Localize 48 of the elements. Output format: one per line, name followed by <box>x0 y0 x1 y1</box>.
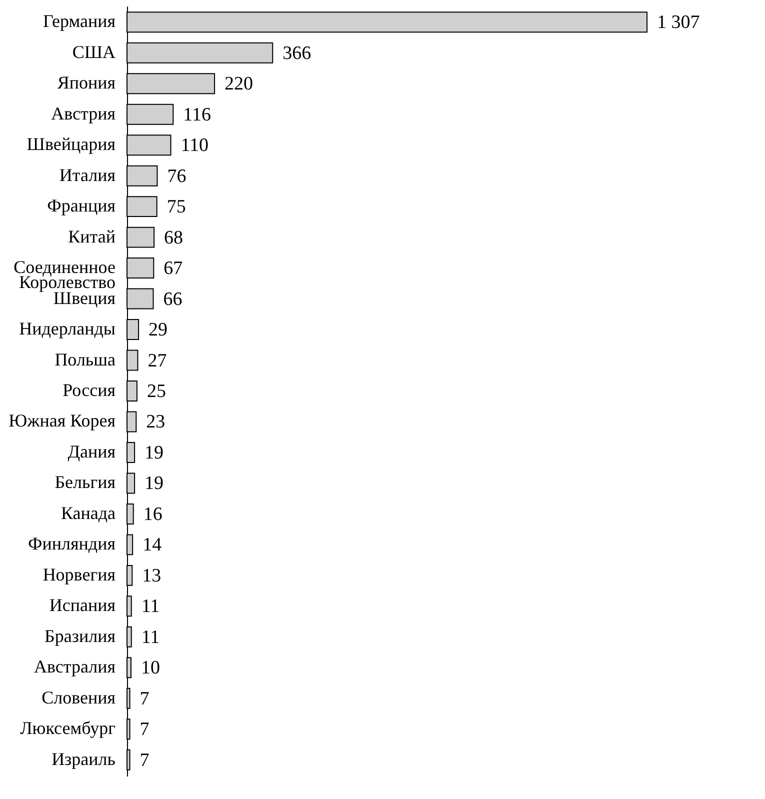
data-label: 75 <box>166 196 186 218</box>
y-tick-label: Китай <box>68 226 116 246</box>
y-tick-label: Италия <box>59 164 116 185</box>
data-label: 220 <box>224 74 254 95</box>
data-label: 366 <box>282 42 312 64</box>
y-tick-label: Германия <box>42 11 116 32</box>
data-label: 29 <box>148 320 168 341</box>
data-label: 1 307 <box>657 12 700 34</box>
data-label: 27 <box>148 350 167 372</box>
data-label: 14 <box>142 534 162 556</box>
data-label: 76 <box>167 166 186 187</box>
data-label: 7 <box>140 750 150 771</box>
data-label: 13 <box>142 565 162 586</box>
data-label: 19 <box>144 473 164 494</box>
y-tick-label: Норвегия <box>42 564 116 584</box>
y-tick-label: Япония <box>57 72 116 93</box>
data-label: 68 <box>164 227 184 248</box>
y-tick-label: Франция <box>47 196 116 216</box>
y-tick-label: США <box>72 42 116 62</box>
data-label: 7 <box>140 688 150 710</box>
y-tick-label: Канада <box>60 502 116 523</box>
y-tick-label: Россия <box>62 380 116 400</box>
y-tick-label: Израиль <box>52 748 116 769</box>
data-label: 16 <box>143 504 162 525</box>
data-label: 10 <box>140 658 160 679</box>
y-tick-label: Швейцария <box>26 134 116 154</box>
data-label: 19 <box>144 442 164 464</box>
data-label: 11 <box>141 596 160 618</box>
data-label: 67 <box>164 258 183 280</box>
data-label: 25 <box>146 381 166 402</box>
data-label: 7 <box>140 719 150 740</box>
y-tick-label: Южная Корея <box>8 410 116 431</box>
y-tick-label: Финляндия <box>28 534 116 554</box>
data-label: 110 <box>180 135 209 156</box>
y-tick-label: Бельгия <box>54 472 116 492</box>
y-tick-label: Дания <box>68 441 116 462</box>
y-tick-label: Австрия <box>51 103 116 124</box>
y-tick-label: Люксембург <box>20 718 116 738</box>
y-tick-label: Нидерланды <box>19 318 116 339</box>
y-tick-label: Испания <box>49 595 116 616</box>
y-tick-label: Бразилия <box>44 626 116 646</box>
y-tick-label: Польша <box>54 349 116 370</box>
data-label: 11 <box>141 626 160 648</box>
data-label: 66 <box>163 288 182 310</box>
data-label: 116 <box>183 104 211 126</box>
y-tick-label: Словения <box>42 687 116 708</box>
y-tick-label: Австралия <box>34 656 116 677</box>
data-label: 23 <box>146 412 166 433</box>
